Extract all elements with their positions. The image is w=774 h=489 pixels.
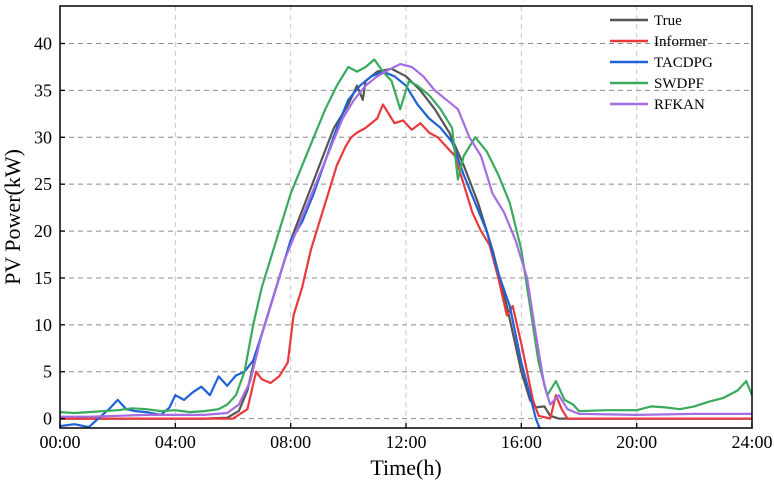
y-axis-title: PV Power(kW) [0,149,25,285]
y-tick-label: 0 [43,409,52,429]
x-tick-label: 04:00 [155,432,196,452]
y-tick-label: 15 [34,268,52,288]
legend-label-informer: Informer [654,34,707,50]
legend-label-true: True [654,13,682,29]
y-tick-label: 25 [34,174,52,194]
series-line-informer [60,103,752,420]
grid-layer [60,6,752,428]
series-line-tacdpg [59,70,543,434]
y-tick-label: 5 [43,362,52,382]
series-layer [59,58,754,434]
x-tick-label: 00:00 [39,432,80,452]
legend-label-tacdpg: TACDPG [654,55,713,71]
axes-layer: 0 5 10 15 20 25 30 35 40 00:00 04:00 08:00 12:00 16:0… [0,5,774,484]
x-tick-label: 16:00 [501,432,542,452]
x-tick-label: 12:00 [385,432,426,452]
x-tick-label: 20:00 [616,432,657,452]
legend-label-swdpf: SWDPF [654,76,704,92]
y-tick-label: 10 [34,315,52,335]
y-tick-label: 40 [34,34,52,54]
x-tick-label: 24:00 [731,432,772,452]
y-tick-label: 20 [34,221,52,241]
y-tick-label: 35 [34,80,52,100]
series-line-swdpf [59,58,754,415]
plot-mask-bottom [0,429,774,484]
legend-label-rfkan: RFKAN [654,97,705,113]
legend: True Informer TACDPG SWDPF RFKAN [610,13,713,113]
x-axis-title: Time(h) [370,455,441,480]
y-tick-label: 30 [34,127,52,147]
series-line-rfkan [60,62,752,418]
x-tick-label: 08:00 [270,432,311,452]
